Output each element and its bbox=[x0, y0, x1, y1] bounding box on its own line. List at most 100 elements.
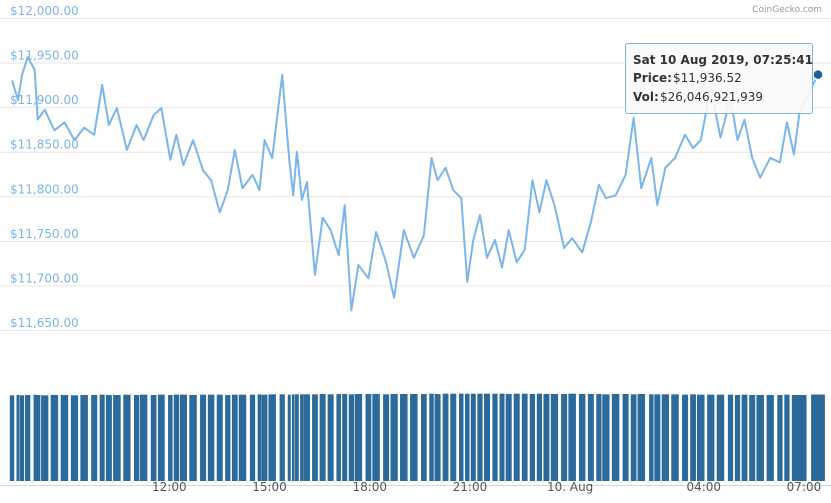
volume-bar bbox=[727, 394, 734, 481]
volume-bar bbox=[483, 393, 490, 481]
volume-bar bbox=[568, 393, 576, 481]
volume-bar bbox=[35, 394, 41, 481]
volume-bar bbox=[543, 393, 550, 481]
volume-bar bbox=[287, 394, 291, 481]
volume-bar bbox=[383, 394, 390, 481]
credit: CoinGecko.com bbox=[752, 5, 822, 15]
volume-bar bbox=[777, 394, 783, 481]
volume-bar bbox=[207, 394, 215, 481]
volume-bar bbox=[734, 394, 741, 481]
x-tick-label: 12:00 bbox=[152, 480, 187, 494]
volume-bar bbox=[113, 394, 121, 481]
volume-bar bbox=[749, 394, 756, 481]
hover-point bbox=[812, 68, 824, 81]
volume-bar bbox=[173, 394, 179, 481]
x-tick-label: 04:00 bbox=[686, 480, 721, 494]
volume-bar bbox=[179, 394, 187, 481]
volume-bar bbox=[133, 394, 140, 481]
volume-bar bbox=[303, 394, 310, 481]
volume-bar bbox=[784, 394, 790, 481]
volume-bar bbox=[766, 394, 774, 481]
volume-bar bbox=[291, 394, 295, 481]
volume-bar bbox=[690, 394, 696, 481]
volume-bar bbox=[420, 393, 427, 481]
volume-bar bbox=[611, 393, 620, 481]
volume-bar bbox=[41, 395, 49, 481]
volume-bar bbox=[238, 394, 247, 481]
x-tick-label: 15:00 bbox=[252, 480, 287, 494]
volume-bar bbox=[602, 394, 610, 481]
tooltip-vol: $26,046,921,939 bbox=[660, 90, 763, 104]
volume-bar bbox=[578, 393, 586, 481]
tooltip-vol-label: Vol: bbox=[633, 90, 659, 104]
tooltip-box bbox=[625, 43, 813, 114]
x-tick-label: 07:00 bbox=[787, 480, 822, 494]
volume-bar bbox=[513, 393, 520, 481]
volume-bar bbox=[216, 394, 223, 481]
volume-bar bbox=[231, 394, 238, 481]
volume-bar bbox=[327, 394, 334, 481]
volume-bar bbox=[189, 394, 197, 481]
volume-bar bbox=[492, 393, 498, 481]
volume-bar bbox=[168, 394, 173, 481]
volume-bar bbox=[811, 394, 825, 481]
volume-bar bbox=[756, 394, 764, 481]
x-tick-label: 18:00 bbox=[352, 480, 387, 494]
volume-bar bbox=[654, 394, 661, 481]
volume-bar bbox=[505, 393, 512, 481]
volume-bar bbox=[249, 394, 256, 481]
volume-bar bbox=[630, 394, 637, 481]
volume-bar bbox=[450, 393, 457, 481]
volume-bar bbox=[649, 394, 654, 481]
y-tick-label: $12,000.00 bbox=[10, 4, 79, 18]
volume-bar bbox=[139, 394, 148, 481]
volume-bar bbox=[279, 394, 285, 481]
y-tick-label: $11,950.00 bbox=[10, 49, 79, 63]
volume-bar bbox=[261, 394, 268, 481]
volume-bar bbox=[354, 393, 363, 481]
volume-bar bbox=[105, 394, 112, 481]
volume-bar bbox=[434, 393, 441, 481]
volume-bar bbox=[60, 394, 69, 481]
tooltip: Sat 10 Aug 2019, 07:25:41 Price: $11,936.5… bbox=[625, 43, 813, 114]
volume-bar bbox=[682, 394, 689, 481]
volume-bar bbox=[696, 394, 705, 481]
volume-bar bbox=[637, 393, 646, 481]
volume-bar bbox=[365, 393, 372, 481]
volume-bar bbox=[442, 393, 449, 481]
volume-bar bbox=[150, 394, 157, 481]
volume-bar bbox=[19, 395, 25, 481]
volume-bar bbox=[521, 393, 528, 481]
volume-bar bbox=[459, 393, 464, 481]
y-tick-label: $11,650.00 bbox=[10, 316, 79, 330]
volume-bar bbox=[536, 393, 543, 481]
volume-bar bbox=[200, 394, 207, 481]
x-tick-label: 10. Aug bbox=[547, 480, 593, 494]
volume-bar bbox=[33, 394, 36, 481]
volume-bar bbox=[465, 393, 470, 481]
volume-bar bbox=[661, 394, 669, 481]
tooltip-title: Sat 10 Aug 2019, 07:25:41 bbox=[633, 53, 813, 67]
y-tick-label: $11,700.00 bbox=[10, 271, 79, 285]
volume-bar bbox=[257, 394, 262, 481]
volume-bar bbox=[268, 394, 276, 481]
volume-bar bbox=[470, 393, 476, 481]
x-tick-label: 21:00 bbox=[453, 480, 488, 494]
volume-bar bbox=[390, 393, 398, 481]
volume-bar bbox=[587, 393, 594, 481]
volume-bar bbox=[50, 394, 59, 481]
volume-bar bbox=[529, 393, 536, 481]
tooltip-price: $11,936.52 bbox=[673, 71, 742, 85]
volume-bar bbox=[707, 394, 715, 481]
volume-bar bbox=[16, 394, 20, 481]
volume-bar bbox=[91, 394, 98, 481]
volume-bar bbox=[157, 394, 165, 481]
volume-bar bbox=[336, 393, 341, 481]
volume-bar bbox=[300, 394, 304, 481]
volume-bar bbox=[9, 395, 15, 481]
volume-bar bbox=[400, 393, 408, 481]
volume-bar bbox=[716, 394, 725, 481]
volume-bar bbox=[792, 394, 807, 481]
volume-bar bbox=[410, 393, 418, 481]
